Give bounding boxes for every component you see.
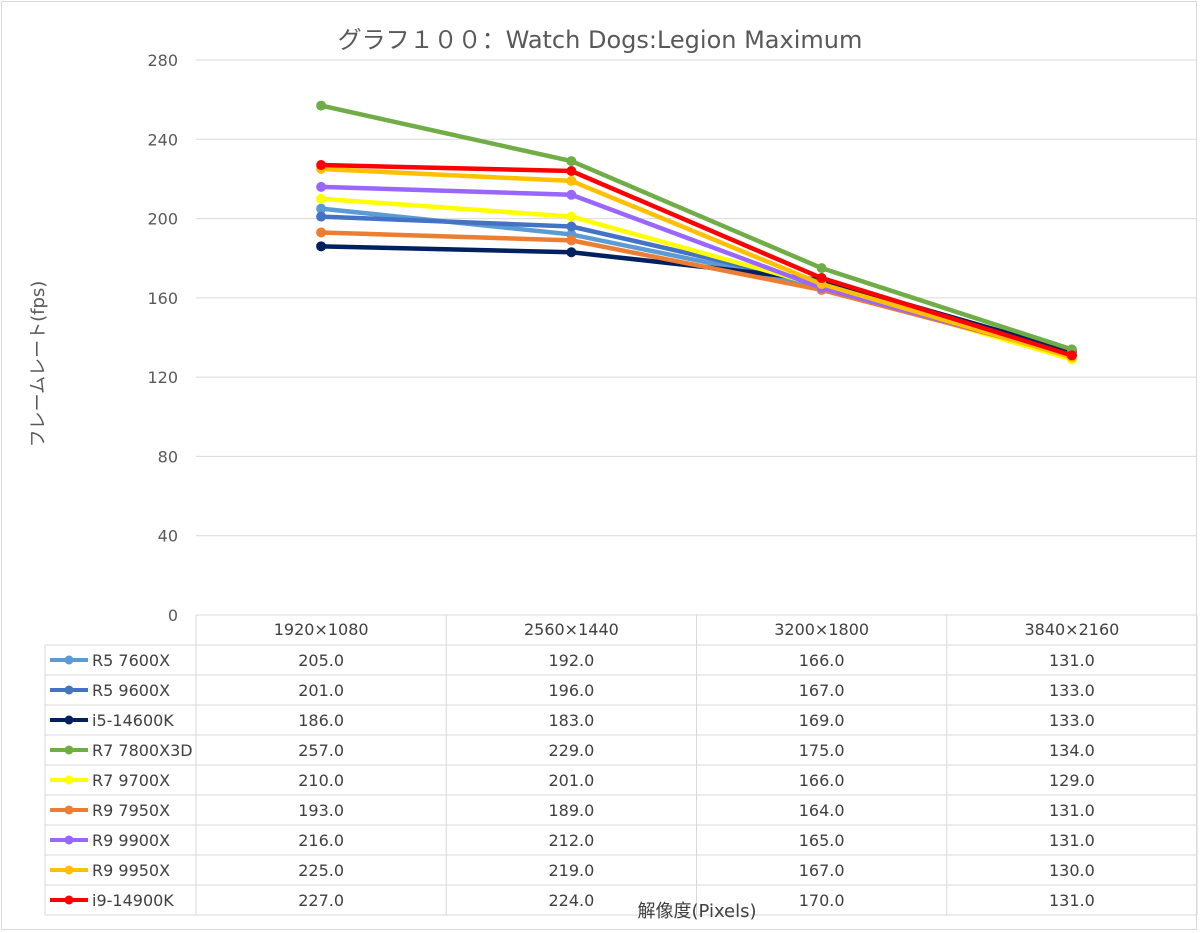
table-value: 257.0 bbox=[298, 741, 344, 760]
legend-series-name: R9 9950X bbox=[92, 861, 170, 880]
table-value: 212.0 bbox=[548, 831, 594, 850]
legend-key-marker bbox=[64, 745, 74, 755]
table-value: 201.0 bbox=[548, 771, 594, 790]
table-value: 210.0 bbox=[298, 771, 344, 790]
data-point bbox=[816, 273, 827, 284]
y-tick-label: 80 bbox=[158, 447, 178, 466]
table-value: 167.0 bbox=[799, 861, 845, 880]
table-value: 196.0 bbox=[548, 681, 594, 700]
table-value: 225.0 bbox=[298, 861, 344, 880]
y-tick-label: 120 bbox=[147, 368, 178, 387]
category-label: 2560×1440 bbox=[524, 620, 619, 639]
table-value: 133.0 bbox=[1049, 681, 1095, 700]
data-point bbox=[316, 193, 327, 204]
table-value: 175.0 bbox=[799, 741, 845, 760]
legend-series-name: i5-14600K bbox=[92, 711, 174, 730]
table-value: 205.0 bbox=[298, 651, 344, 670]
y-tick-label: 240 bbox=[147, 130, 178, 149]
table-value: 166.0 bbox=[799, 651, 845, 670]
series-line bbox=[318, 184, 1075, 358]
data-point bbox=[566, 175, 577, 186]
table-value: 165.0 bbox=[799, 831, 845, 850]
series-line bbox=[318, 166, 1075, 360]
table-value: 167.0 bbox=[799, 681, 845, 700]
data-point bbox=[566, 166, 577, 176]
data-point bbox=[316, 227, 327, 238]
data-point bbox=[566, 247, 577, 258]
table-value: 227.0 bbox=[298, 891, 344, 910]
table-value: 224.0 bbox=[548, 891, 594, 910]
legend-series-name: R5 9600X bbox=[92, 681, 170, 700]
category-label: 3200×1800 bbox=[774, 620, 869, 639]
table-value: 131.0 bbox=[1049, 651, 1095, 670]
table-value: 189.0 bbox=[548, 801, 594, 820]
y-tick-label: 280 bbox=[147, 51, 178, 70]
x-axis-title: 解像度(Pixels) bbox=[637, 901, 757, 922]
legend-series-name: R5 7600X bbox=[92, 651, 170, 670]
legend-series-name: R9 7950X bbox=[92, 801, 170, 820]
table-value: 192.0 bbox=[548, 651, 594, 670]
table-value: 193.0 bbox=[298, 801, 344, 820]
table-value: 170.0 bbox=[799, 891, 845, 910]
table-value: 186.0 bbox=[298, 711, 344, 730]
legend-key-marker bbox=[64, 895, 74, 905]
category-label: 3840×2160 bbox=[1024, 620, 1119, 639]
table-value: 130.0 bbox=[1049, 861, 1095, 880]
y-tick-label: 0 bbox=[168, 606, 178, 625]
data-point bbox=[316, 211, 327, 222]
data-point bbox=[566, 156, 577, 167]
data-point bbox=[566, 211, 577, 222]
table-value: 219.0 bbox=[548, 861, 594, 880]
legend-series-name: R7 7800X3D bbox=[92, 741, 193, 760]
y-tick-label: 160 bbox=[147, 289, 178, 308]
legend-key-marker bbox=[64, 775, 74, 785]
data-point bbox=[566, 189, 577, 200]
table-value: 166.0 bbox=[799, 771, 845, 790]
data-point bbox=[316, 241, 327, 252]
table-value: 131.0 bbox=[1049, 801, 1095, 820]
data-point bbox=[316, 181, 327, 192]
table-value: 201.0 bbox=[298, 681, 344, 700]
legend-series-name: R7 9700X bbox=[92, 771, 170, 790]
data-point bbox=[316, 203, 327, 214]
table-value: 134.0 bbox=[1049, 741, 1095, 760]
data-point bbox=[1066, 350, 1077, 361]
data-point bbox=[566, 235, 577, 246]
table-value: 164.0 bbox=[799, 801, 845, 820]
series-line bbox=[318, 162, 1075, 358]
table-value: 216.0 bbox=[298, 831, 344, 850]
legend-series-name: R9 9900X bbox=[92, 831, 170, 850]
table-value: 131.0 bbox=[1049, 831, 1095, 850]
data-point bbox=[566, 221, 577, 232]
legend-key-marker bbox=[64, 865, 74, 875]
table-value: 133.0 bbox=[1049, 711, 1095, 730]
table-value: 183.0 bbox=[548, 711, 594, 730]
legend-key-marker bbox=[64, 805, 74, 815]
table-value: 131.0 bbox=[1049, 891, 1095, 910]
series-line bbox=[318, 103, 1075, 352]
y-tick-label: 200 bbox=[147, 210, 178, 229]
table-value: 129.0 bbox=[1049, 771, 1095, 790]
table-value: 229.0 bbox=[548, 741, 594, 760]
data-point bbox=[316, 100, 327, 111]
y-tick-label: 40 bbox=[158, 527, 178, 546]
legend-key-marker bbox=[64, 655, 74, 665]
legend-series-name: i9-14900K bbox=[92, 891, 174, 910]
chart-title: グラフ１００：Watch Dogs:Legion Maximum bbox=[337, 26, 863, 54]
data-point bbox=[816, 263, 827, 274]
legend-key-marker bbox=[64, 715, 74, 725]
legend-key-marker bbox=[64, 685, 74, 695]
data-point bbox=[316, 160, 327, 171]
table-value: 169.0 bbox=[799, 711, 845, 730]
legend-key-marker bbox=[64, 835, 74, 845]
category-label: 1920×1080 bbox=[274, 620, 369, 639]
